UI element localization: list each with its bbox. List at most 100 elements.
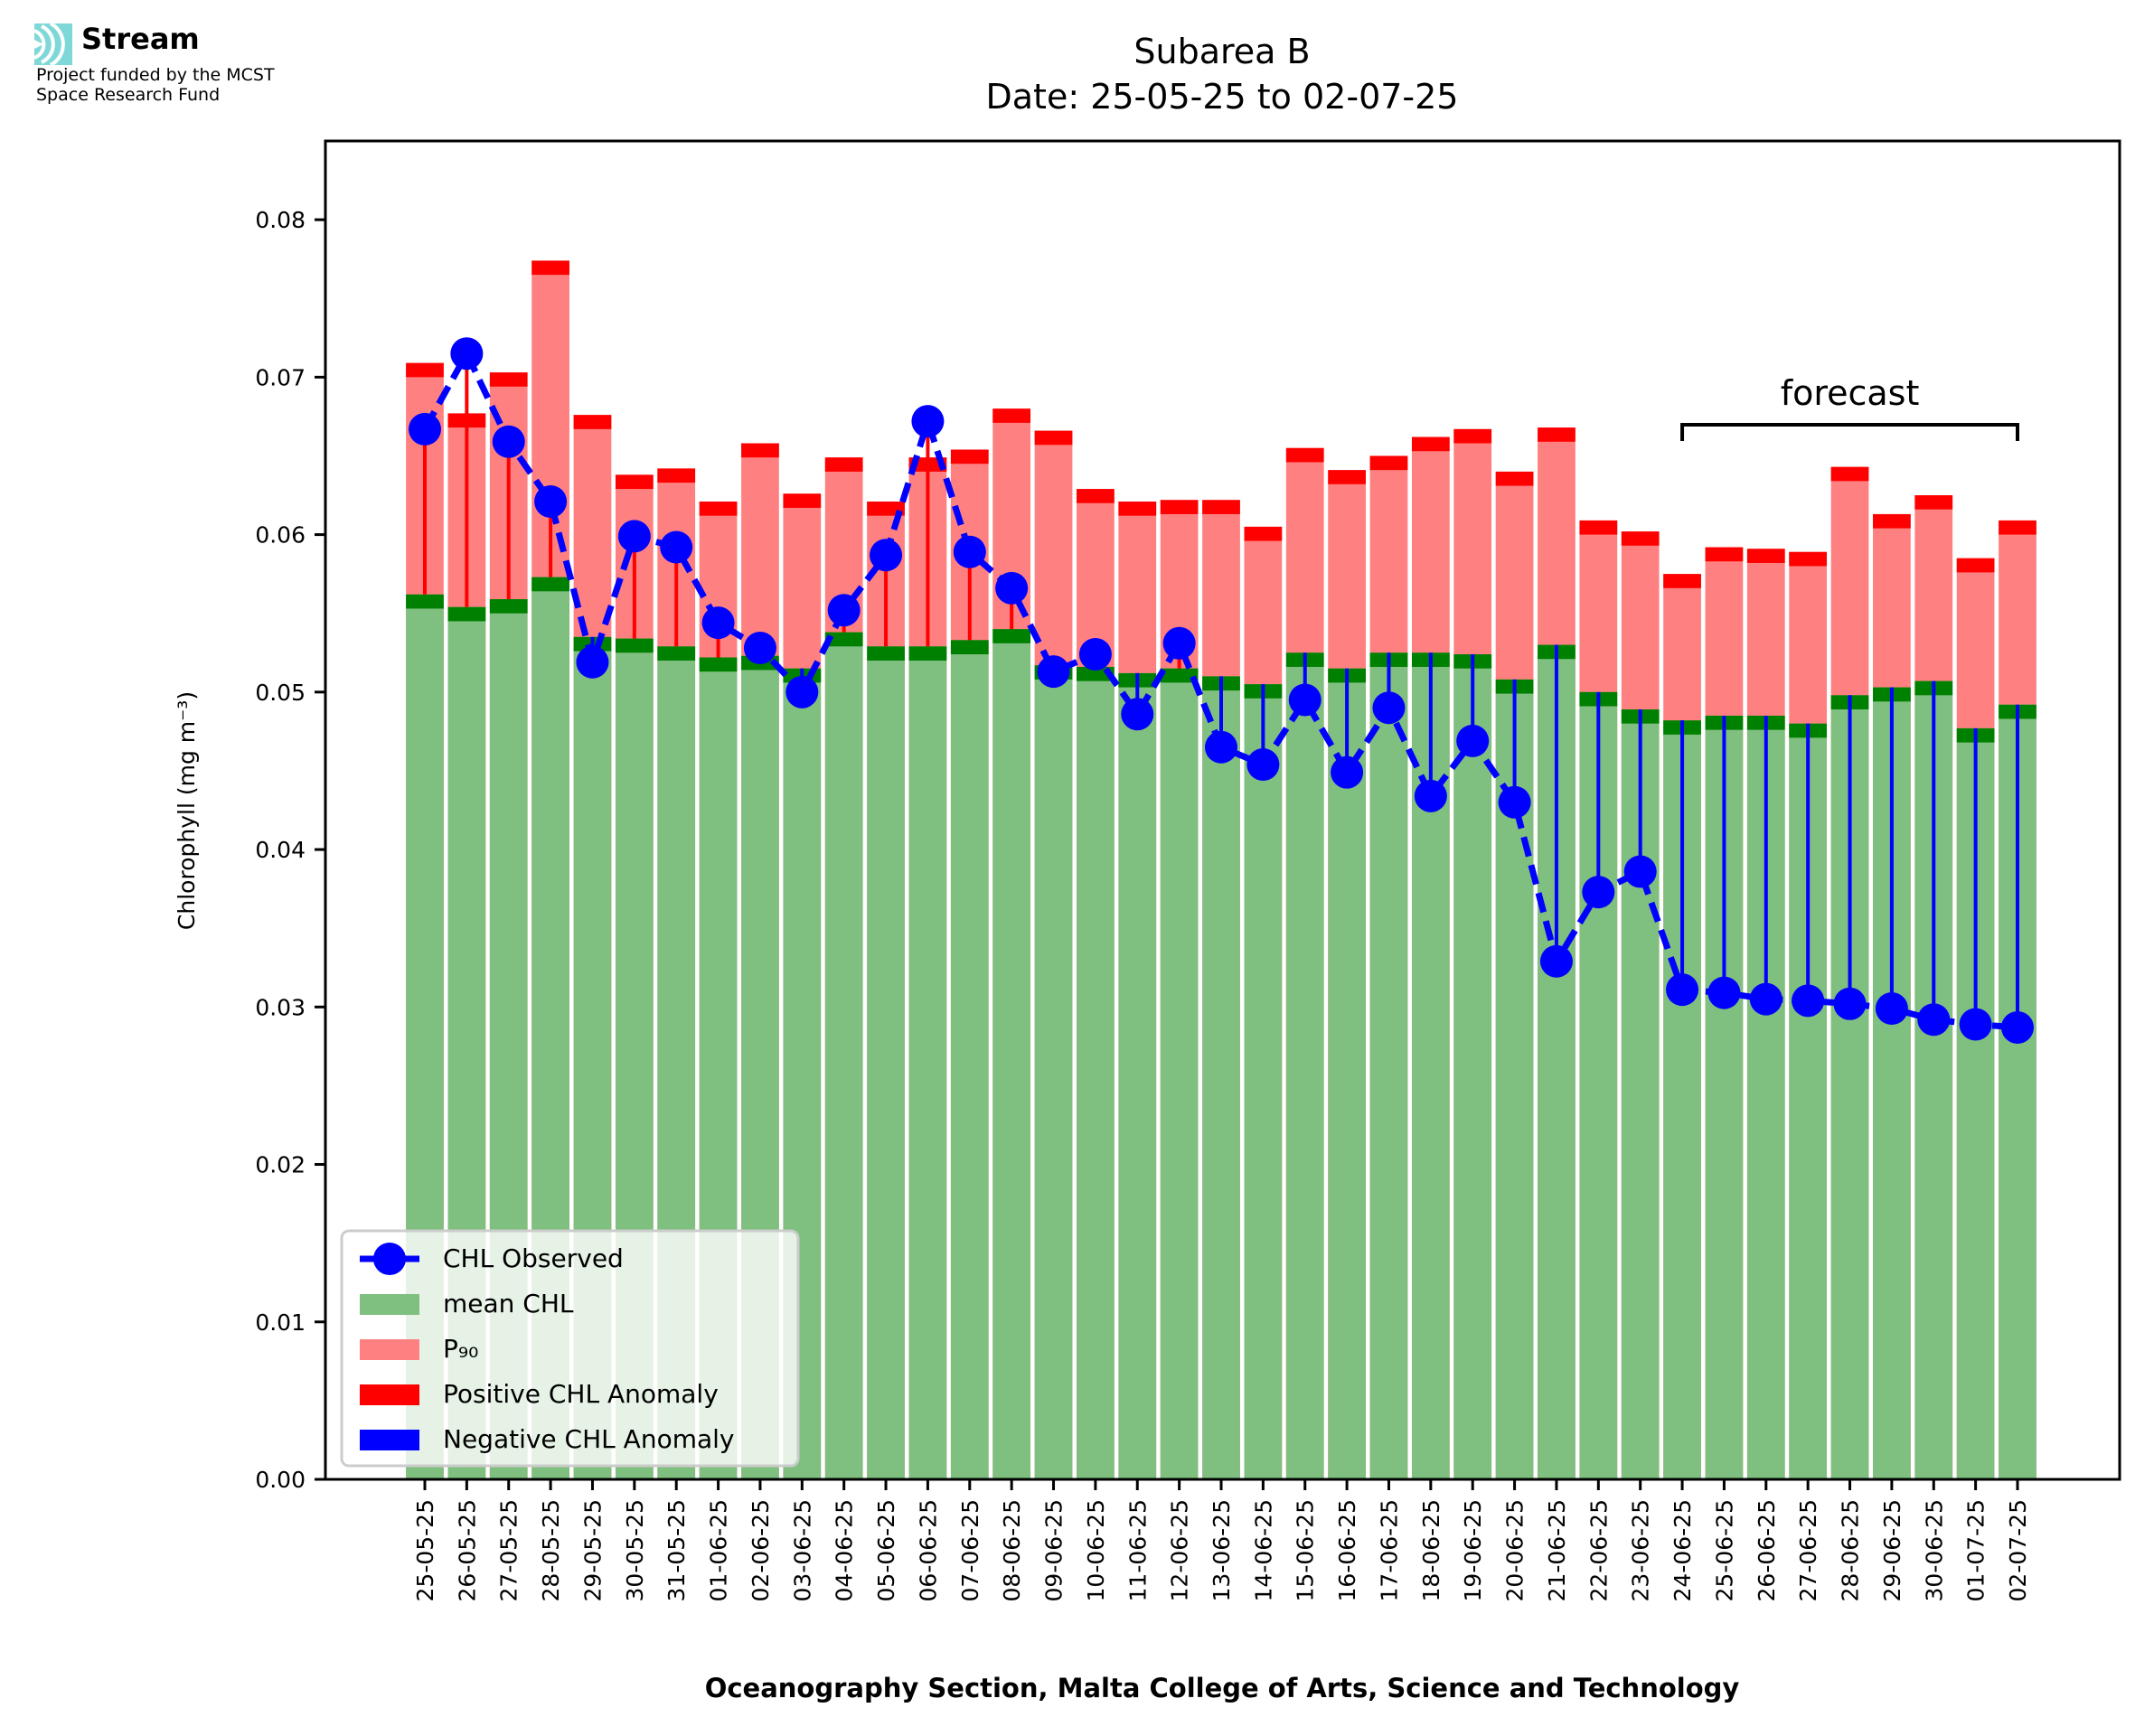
positive-anomaly-threshold-band [1956,558,1995,573]
y-tick-label: 0.07 [255,364,306,390]
chl-observed-point [576,645,609,679]
chl-observed-point [1666,973,1699,1007]
chl-observed-point [1037,655,1070,689]
positive-anomaly-threshold-band [992,408,1031,423]
positive-anomaly-threshold-band [1244,526,1283,541]
mean-chl-bar [1202,676,1240,1479]
chl-observed-point [827,594,861,627]
mean-chl-bar [867,646,905,1479]
positive-anomaly-threshold-band [615,474,654,490]
x-tick-label: 19-06-25 [1460,1499,1486,1601]
mean-chl-bar [824,632,863,1479]
x-tick-label: 02-06-25 [748,1499,774,1601]
mean-chl-bar [1328,668,1366,1479]
forecast-label: forecast [1781,373,1920,413]
x-tick-label: 27-06-25 [1795,1499,1821,1601]
x-tick-label: 29-05-25 [579,1499,606,1601]
chart-title: Subarea B [1133,32,1310,71]
legend-label: P₉₀ [443,1334,478,1364]
y-tick-label: 0.08 [255,207,306,233]
x-tick-label: 01-07-25 [1963,1499,1989,1601]
x-tick-label: 27-05-25 [496,1499,522,1601]
positive-anomaly-threshold-band [1621,531,1660,546]
y-tick-label: 0.06 [255,522,306,549]
x-tick-label: 28-06-25 [1838,1499,1864,1601]
mean-chl-band [615,638,654,653]
x-tick-label: 01-06-25 [706,1499,732,1601]
legend-label: Positive CHL Anomaly [443,1379,719,1409]
chl-observed-point [450,337,484,371]
x-tick-label: 07-06-25 [957,1499,983,1601]
positive-anomaly-threshold-band [867,501,905,516]
chl-observed-point [1456,724,1490,757]
chl-observed-point [953,535,986,568]
legend-label: CHL Observed [443,1243,624,1273]
x-tick-label: 15-06-25 [1293,1499,1319,1601]
mean-chl-band [531,577,569,592]
positive-anomaly-threshold-band [531,260,569,276]
legend-swatch [360,1430,419,1450]
chl-observed-point [409,412,441,446]
chl-observed-point [1792,984,1825,1018]
x-tick-label: 05-06-25 [873,1499,899,1601]
legend-swatch-observed-marker [373,1243,406,1275]
x-tick-label: 14-06-25 [1250,1499,1276,1601]
chl-observed-point [1414,779,1447,812]
x-tick-label: 17-06-25 [1376,1499,1402,1601]
mean-chl-bar [1077,666,1115,1479]
x-tick-label: 11-06-25 [1124,1499,1151,1601]
legend-label: Negative CHL Anomaly [443,1424,734,1454]
logo-line-2: Space Research Fund [36,85,221,105]
logo-name: Stream [81,22,200,56]
positive-anomaly-threshold-band [1160,500,1199,514]
chl-observed-point [995,571,1029,605]
mean-chl-bar [1160,668,1199,1479]
x-tick-label: 23-06-25 [1628,1499,1654,1601]
positive-anomaly-threshold-band [1663,574,1701,588]
x-tick-label: 24-06-25 [1670,1499,1696,1601]
chl-observed-point [1078,638,1112,671]
positive-anomaly-threshold-band [741,443,779,458]
positive-anomaly-threshold-band [573,415,612,429]
chl-observed-point [911,405,945,438]
legend-box [340,1229,800,1468]
chl-observed-point [1539,944,1573,978]
y-axis-label: Chlorophyll (mg m⁻³) [174,691,200,930]
y-tick-label: 0.03 [255,994,306,1020]
mean-chl-band [406,594,444,609]
mean-chl-band [908,646,947,661]
x-tick-label: 10-06-25 [1083,1499,1109,1601]
chl-observed-point [1833,987,1867,1020]
y-tick-label: 0.01 [255,1309,306,1336]
chl-observed-point [1331,755,1364,789]
x-tick-label: 06-06-25 [915,1499,941,1601]
mean-chl-band [699,657,738,672]
chl-observed-point [743,632,776,665]
positive-anomaly-threshold-band [1705,547,1744,562]
mean-chl-bar [1285,652,1324,1479]
x-tick-label: 25-06-25 [1711,1499,1737,1601]
positive-anomaly-threshold-band [1453,428,1492,444]
positive-anomaly-threshold-band [1579,520,1618,535]
positive-anomaly-threshold-band [1999,520,2036,535]
mean-chl-band [867,646,905,661]
mean-chl-bar [992,629,1031,1479]
y-tick-label: 0.05 [255,680,306,706]
mean-chl-bar [908,646,947,1479]
x-tick-label: 20-06-25 [1502,1499,1528,1601]
chl-observed-point [870,539,903,572]
chl-observed-point [1205,730,1237,764]
x-tick-label: 30-06-25 [1921,1499,1947,1601]
positive-anomaly-threshold-band [950,449,989,464]
legend-swatch [360,1339,419,1360]
chl-observed-point [1498,785,1531,819]
mean-chl-bar [1369,652,1408,1479]
positive-anomaly-threshold-band [489,372,528,387]
chl-observed-point [1162,626,1196,660]
chl-observed-point [617,520,651,553]
mean-chl-band [992,629,1031,643]
x-tick-label: 02-07-25 [2005,1499,2031,1601]
x-tick-label: 13-06-25 [1209,1499,1235,1601]
x-tick-label: 09-06-25 [1041,1499,1068,1601]
positive-anomaly-threshold-band [1202,500,1240,514]
